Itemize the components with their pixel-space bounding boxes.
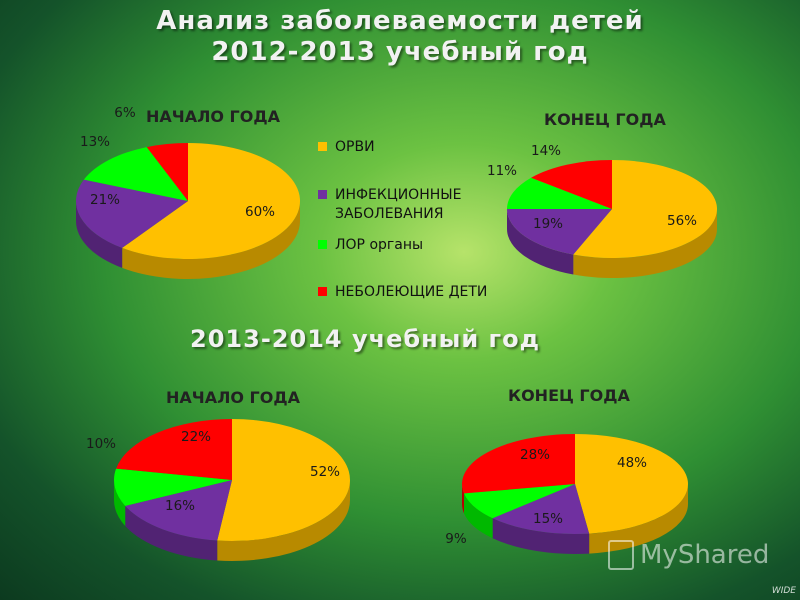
pie-slice-side (573, 209, 718, 278)
pie-slice-side (507, 209, 574, 275)
pie-chart-1: 60% 21% 13%6% (76, 105, 301, 279)
pie-slice-НЕБОЛЕЮЩИЕ ДЕТИ (531, 160, 612, 209)
pie-slice-НЕБОЛЕЮЩИЕ ДЕТИ (146, 143, 188, 201)
pie-chart-4: 48% 15% 9% 28% (445, 434, 689, 554)
pie-data-label: 13% (80, 134, 110, 150)
main-title-year: 2012-2013 учебный год (211, 37, 589, 67)
pie-slice-ИНФЕКЦИОННЫЕ ЗАБОЛЕВАНИЯ (76, 179, 188, 248)
legend-label: ЛОР органы (335, 237, 424, 253)
pie-data-label: 9% (445, 531, 467, 547)
pie-slice-ОРВИ (575, 434, 689, 534)
pie-data-label: 19% (533, 216, 563, 232)
pie-data-label: 48% (617, 455, 647, 471)
pie-data-label: 16% (165, 498, 195, 514)
pie-data-label: 60% (245, 204, 275, 220)
pie-slice-ОРВИ (573, 160, 717, 258)
pie-chart-3: 52% 16% 10% 22% (86, 418, 351, 561)
legend-swatch (318, 142, 327, 151)
watermark-text: MyShared (640, 540, 770, 570)
legend-item-lor: ЛОР органы (318, 236, 505, 255)
pie-slice-НЕБОЛЕЮЩИЕ ДЕТИ (116, 418, 232, 480)
pie-slice-side (122, 201, 300, 279)
pie-data-label: 52% (310, 464, 340, 480)
pie-data-label: 15% (533, 511, 563, 527)
pie-slice-НЕБОЛЕЮЩИЕ ДЕТИ (461, 434, 575, 494)
pie-slice-side (462, 484, 465, 514)
pie-slice-ЛОР органы (114, 468, 232, 506)
legend-label: ОРВИ (335, 139, 375, 155)
pie-data-label: 22% (181, 429, 211, 445)
pie-data-label: 10% (86, 436, 116, 452)
chart-1-title: НАЧАЛО ГОДА (146, 107, 280, 126)
legend-item-healthy: НЕБОЛЕЮЩИЕ ДЕТИ (318, 283, 505, 302)
watermark-icon (608, 540, 634, 570)
chart-4-title: КОНЕЦ ГОДА (508, 386, 630, 405)
pie-slice-ЛОР органы (507, 177, 612, 209)
chart-2-title: КОНЕЦ ГОДА (544, 110, 666, 129)
corner-text: WIDE (771, 586, 796, 596)
pie-slice-ИНФЕКЦИОННЫЕ ЗАБОЛЕВАНИЯ (507, 209, 612, 255)
legend-swatch (318, 287, 327, 296)
legend-label: ИНФЕКЦИОННЫЕ ЗАБОЛЕВАНИЯ (335, 187, 462, 222)
pie-slice-ИНФЕКЦИОННЫЕ ЗАБОЛЕВАНИЯ (125, 480, 232, 541)
pie-slice-ОРВИ (217, 419, 351, 541)
legend-swatch (318, 190, 327, 199)
chart-3-title: НАЧАЛО ГОДА (166, 388, 300, 407)
pie-slice-ИНФЕКЦИОННЫЕ ЗАБОЛЕВАНИЯ (492, 484, 590, 534)
legend-item-infection: ИНФЕКЦИОННЫЕ ЗАБОЛЕВАНИЯ (318, 186, 505, 224)
legend-item-orvi: ОРВИ (318, 138, 505, 157)
pie-slice-side (589, 484, 688, 554)
legend-swatch (318, 240, 327, 249)
pie-slice-side (125, 505, 218, 561)
pie-slice-side (114, 480, 126, 526)
pie-slice-ОРВИ (122, 143, 301, 260)
main-title: Анализ заболеваемости детей (156, 6, 644, 36)
pie-slice-side (76, 201, 123, 268)
pie-data-label: 14% (531, 143, 561, 159)
pie-slice-side (492, 518, 590, 554)
pie-slice-side (217, 480, 350, 561)
watermark: MyShared (608, 540, 769, 570)
pie-chart-2: 56% 19% 11% 14% (487, 143, 718, 278)
section-subtitle: 2013-2014 учебный год (190, 325, 540, 353)
pie-slice-ЛОР органы (83, 147, 188, 201)
pie-data-label: 11% (487, 163, 517, 179)
pie-slice-ЛОР органы (464, 484, 575, 519)
pie-data-label: 28% (520, 447, 550, 463)
pie-data-label: 56% (667, 213, 697, 229)
pie-data-label: 6% (114, 105, 136, 121)
pie-slice-side (464, 493, 493, 539)
legend-label: НЕБОЛЕЮЩИЕ ДЕТИ (335, 284, 488, 300)
pie-data-label: 21% (90, 192, 120, 208)
